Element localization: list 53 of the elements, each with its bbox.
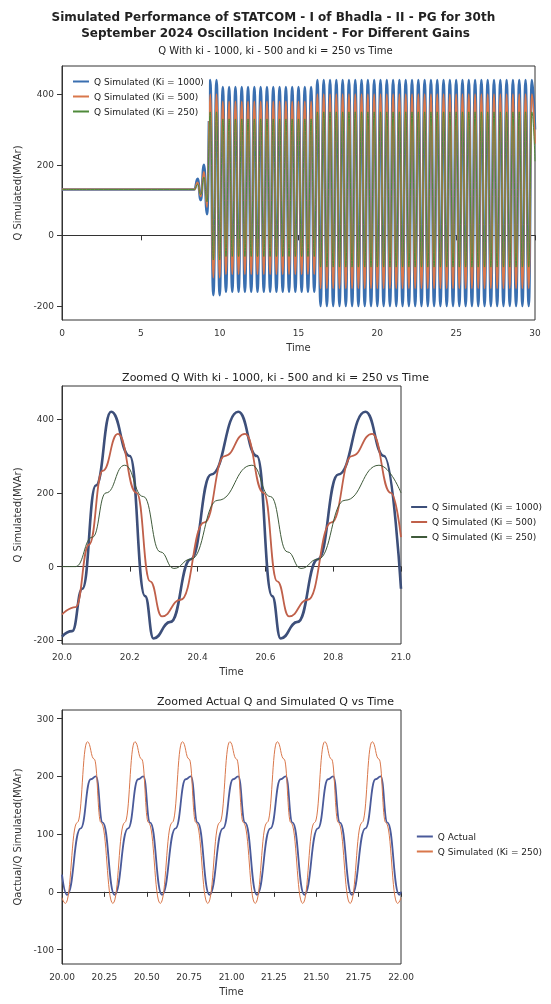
x-tick-label: 20.0	[51, 651, 73, 662]
x-tick-label: 20	[371, 327, 384, 338]
y-tick-label: 0	[48, 230, 55, 241]
legend-label: Q Simulated (Ki = 250)	[437, 846, 543, 857]
legend-label: Q Actual	[437, 831, 476, 842]
x-tick-label: 20.2	[119, 651, 140, 662]
x-tick-label: 15	[292, 327, 305, 338]
y-tick-label: -100	[33, 944, 55, 955]
x-tick-label: 10	[213, 327, 226, 338]
legend-label: Q Simulated (Ki = 1000)	[94, 76, 204, 87]
chart-title: Zoomed Actual Q and Simulated Q vs Time	[156, 694, 395, 708]
y-tick-label: 0	[48, 886, 55, 897]
y-axis-title: Qactual/Q Simulated(MVAr)	[11, 768, 23, 906]
y-tick-label: 0	[48, 561, 55, 572]
x-tick-label: 21.00	[218, 971, 245, 982]
y-tick-label: 200	[36, 771, 55, 782]
x-tick-label: 21.25	[260, 971, 287, 982]
x-tick-label: 20.8	[323, 651, 344, 662]
x-tick-label: 5	[137, 327, 144, 338]
chart-title: Zoomed Q With ki - 1000, ki - 500 and ki = 250 vs Time	[122, 370, 430, 384]
y-axis-title: Q Simulated(MVAr)	[11, 145, 23, 241]
y-tick-label: 200	[36, 159, 55, 170]
chart-title: Simulated Performance of STATCOM - I of Bhadla - II - PG for 30th September 2024 Oscillation Incident - For Different Gains	[51, 10, 500, 40]
legend-label: Q Simulated (Ki = 1000)	[432, 502, 543, 512]
y-axis-title: Q Simulated(MVAr)	[11, 467, 23, 563]
legend-label: Q Simulated (Ki = 250)	[432, 532, 537, 542]
x-tick-label: 30	[529, 327, 541, 338]
x-tick-label: 22.00	[388, 971, 415, 982]
x-axis-title: Time	[285, 341, 311, 353]
x-tick-label: 20.00	[49, 971, 76, 982]
y-tick-label: 300	[36, 713, 55, 724]
y-tick-label: -200	[33, 300, 55, 311]
y-tick-label: 100	[36, 829, 55, 840]
x-tick-label: 20.6	[255, 651, 276, 662]
x-tick-label: 21.0	[390, 651, 412, 662]
x-tick-label: 21.75	[345, 971, 372, 982]
legend-label: Q Simulated (Ki = 250)	[94, 106, 199, 117]
x-tick-label: 20.25	[91, 971, 118, 982]
chart-subtitle: Q With ki - 1000, ki - 500 and ki = 250 vs Time	[158, 44, 393, 56]
y-tick-label: 400	[36, 414, 55, 425]
x-axis-title: Time	[218, 665, 244, 677]
x-tick-label: 20.4	[187, 651, 208, 662]
y-tick-label: 400	[36, 89, 55, 100]
legend-label: Q Simulated (Ki = 500)	[94, 91, 199, 102]
x-tick-label: 20.75	[176, 971, 203, 982]
x-tick-label: 0	[59, 327, 66, 338]
y-tick-label: -200	[33, 635, 55, 646]
x-tick-label: 21.50	[303, 971, 330, 982]
x-tick-label: 25	[450, 327, 462, 338]
x-tick-label: 20.50	[133, 971, 160, 982]
x-axis-title: Time	[218, 985, 244, 997]
y-tick-label: 200	[36, 487, 55, 498]
legend-label: Q Simulated (Ki = 500)	[432, 517, 537, 527]
